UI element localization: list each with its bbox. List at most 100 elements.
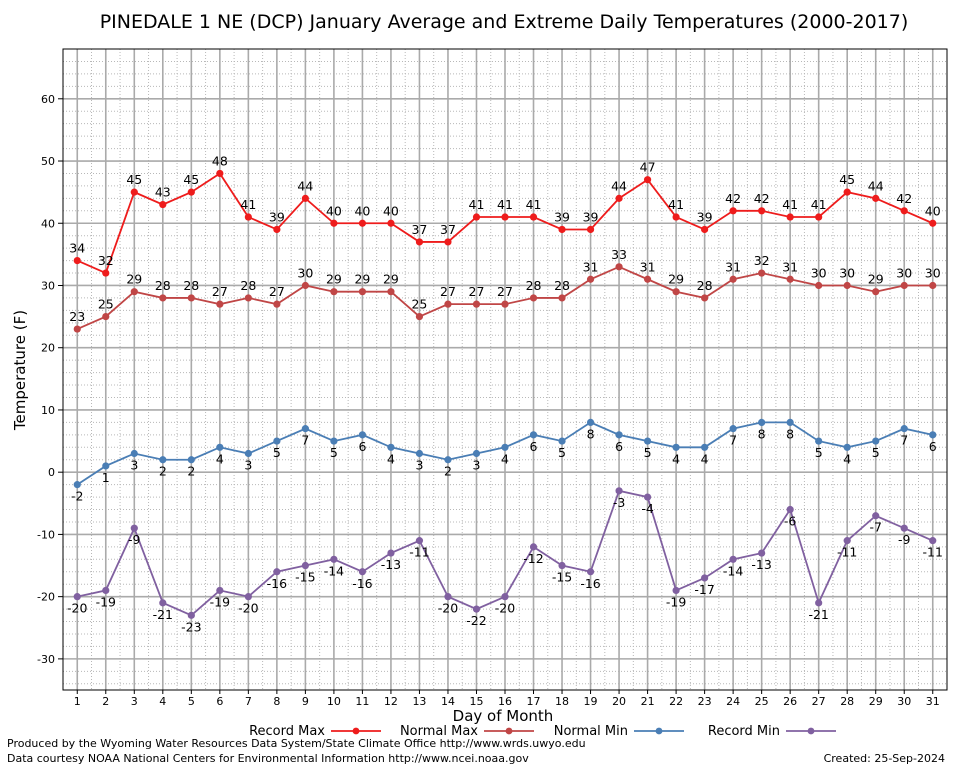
data-point xyxy=(273,225,281,234)
data-label: 7 xyxy=(301,433,309,448)
data-point xyxy=(73,325,81,333)
data-label: -19 xyxy=(96,594,116,609)
y-tick-label: 30 xyxy=(41,279,55,292)
data-point xyxy=(672,586,680,595)
data-point xyxy=(159,294,167,302)
data-label: 30 xyxy=(925,265,941,280)
data-point xyxy=(615,487,623,495)
data-label: 34 xyxy=(69,241,85,256)
data-point xyxy=(358,568,367,576)
x-tick-label: 23 xyxy=(698,695,712,708)
x-tick-label: 25 xyxy=(755,695,769,708)
data-label: 7 xyxy=(729,433,737,448)
x-tick-label: 28 xyxy=(840,695,854,708)
data-point xyxy=(159,200,167,209)
data-point xyxy=(358,288,367,296)
data-label: -16 xyxy=(352,576,372,591)
data-point xyxy=(472,605,481,613)
data-point xyxy=(301,561,309,570)
data-point xyxy=(758,418,766,426)
data-label: -23 xyxy=(181,619,201,634)
footer-produced-by: Produced by the Wyoming Water Resources … xyxy=(7,737,586,750)
data-label: 5 xyxy=(273,445,281,460)
data-label: 8 xyxy=(758,426,766,441)
x-tick-label: 20 xyxy=(612,695,626,708)
x-tick-label: 9 xyxy=(302,695,309,708)
data-point xyxy=(358,219,367,227)
data-label: -15 xyxy=(552,570,572,585)
data-point xyxy=(701,225,709,234)
data-point xyxy=(415,449,424,458)
data-point xyxy=(330,437,338,445)
data-point xyxy=(843,443,851,451)
data-label: -14 xyxy=(723,563,743,578)
data-label: 30 xyxy=(297,265,313,280)
data-point xyxy=(415,313,424,321)
grid xyxy=(63,48,947,690)
x-tick-label: 5 xyxy=(188,695,195,708)
data-label: 43 xyxy=(155,185,171,200)
y-tick-label: 10 xyxy=(41,404,55,417)
data-point xyxy=(929,219,937,227)
data-label: -19 xyxy=(210,594,230,609)
footer-created: Created: 25-Sep-2024 xyxy=(823,752,945,765)
data-point xyxy=(301,425,309,433)
x-tick-label: 7 xyxy=(245,695,252,708)
data-label: 7 xyxy=(900,433,908,448)
data-label: -13 xyxy=(751,557,771,572)
data-point xyxy=(558,294,566,302)
data-label: 37 xyxy=(411,222,427,237)
data-point xyxy=(358,431,367,439)
data-point xyxy=(586,225,595,234)
y-tick-label: 20 xyxy=(41,342,55,355)
data-label: 30 xyxy=(811,265,827,280)
data-point xyxy=(216,169,224,178)
data-point xyxy=(786,213,794,221)
data-label: 2 xyxy=(159,464,167,479)
data-point xyxy=(558,225,566,234)
data-point xyxy=(758,549,766,557)
data-point xyxy=(900,524,908,532)
data-point xyxy=(73,593,81,601)
x-tick-label: 21 xyxy=(641,695,655,708)
data-label: 28 xyxy=(526,278,542,293)
data-point xyxy=(786,418,794,426)
data-label: 25 xyxy=(98,297,114,312)
data-label: 28 xyxy=(697,278,713,293)
data-point xyxy=(900,207,908,215)
data-point xyxy=(758,207,766,215)
x-tick-label: 27 xyxy=(812,695,826,708)
data-label: -20 xyxy=(438,601,458,616)
data-label: 39 xyxy=(269,209,285,224)
data-point xyxy=(330,219,338,227)
x-tick-label: 17 xyxy=(527,695,541,708)
y-axis-label: Temperature (F) xyxy=(11,310,29,431)
data-label: 30 xyxy=(896,265,912,280)
data-point xyxy=(73,256,81,265)
data-label: 27 xyxy=(440,284,456,299)
data-label: 4 xyxy=(843,451,851,466)
data-label: 29 xyxy=(326,272,342,287)
data-point xyxy=(187,188,195,196)
data-label: 6 xyxy=(358,439,366,454)
data-point xyxy=(615,263,623,271)
data-label: 5 xyxy=(330,445,338,460)
legend-marker xyxy=(352,727,360,735)
data-label: -11 xyxy=(837,545,857,560)
data-point xyxy=(815,281,823,290)
y-axis: -30 -20 -10 0 10 20 30 40 50 60 xyxy=(37,93,63,666)
data-point xyxy=(159,599,167,607)
y-tick-label: 0 xyxy=(48,466,55,479)
y-tick-label: -20 xyxy=(37,591,55,604)
chart-title: PINEDALE 1 NE (DCP) January Average and … xyxy=(100,11,909,33)
data-point xyxy=(415,537,424,545)
data-point xyxy=(758,269,766,277)
data-point xyxy=(73,481,81,489)
x-tick-label: 31 xyxy=(926,695,940,708)
data-label: 3 xyxy=(244,458,252,473)
data-point xyxy=(786,505,794,514)
x-tick-label: 8 xyxy=(273,695,280,708)
data-label: 39 xyxy=(697,209,713,224)
data-label: 5 xyxy=(872,445,880,460)
